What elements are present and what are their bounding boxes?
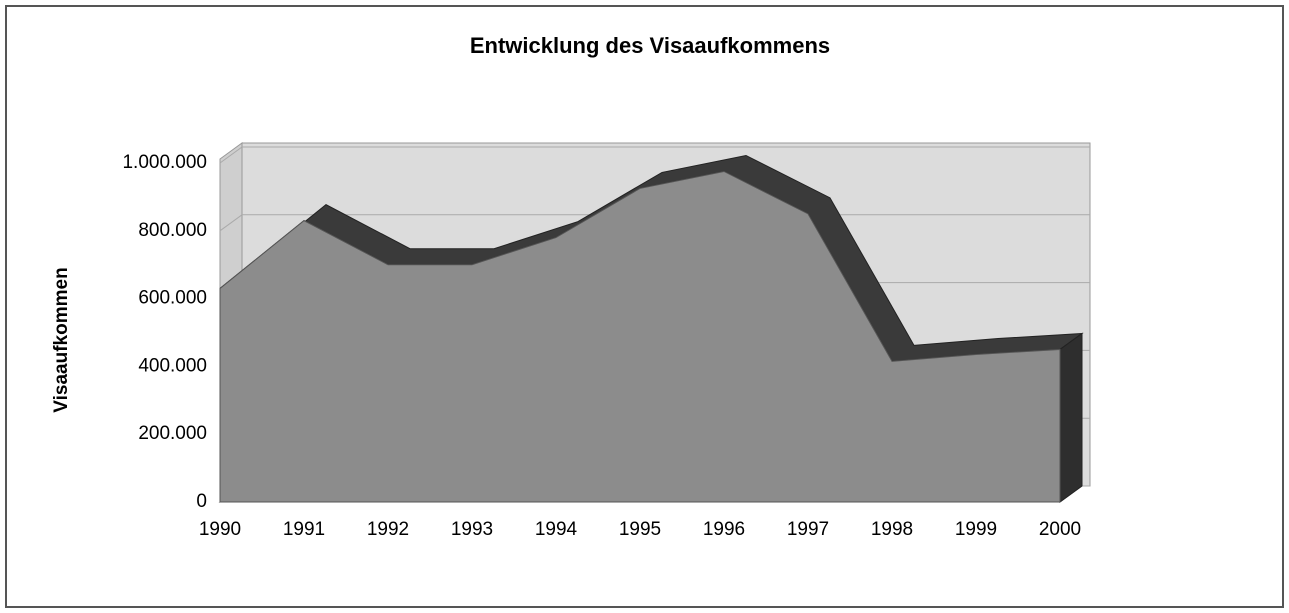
- x-tick-label: 1993: [451, 519, 493, 540]
- x-tick-label: 1995: [619, 519, 661, 540]
- y-tick-label: 200.000: [138, 423, 207, 444]
- y-tick-label: 600.000: [138, 288, 207, 309]
- grid-line: [219, 146, 243, 164]
- x-tick-label: 1999: [955, 519, 997, 540]
- area: [219, 170, 1061, 503]
- y-tick-label: 1.000.000: [122, 152, 207, 173]
- x-tick-label: 2000: [1039, 519, 1081, 540]
- x-tick-label: 1994: [535, 519, 578, 540]
- area-side: [1059, 332, 1083, 503]
- y-tick-label: 400.000: [138, 355, 207, 376]
- y-tick-label: 800.000: [138, 220, 207, 241]
- x-tick-label: 1996: [703, 519, 745, 540]
- x-tick-label: 1991: [283, 519, 325, 540]
- x-tick-label: 1997: [787, 519, 829, 540]
- x-tick-label: 1998: [871, 519, 913, 540]
- y-axis-label: Visaaufkommen: [51, 267, 72, 412]
- x-tick-label: 1990: [199, 519, 241, 540]
- x-tick-label: 1992: [367, 519, 409, 540]
- grid-line: [219, 214, 243, 232]
- chart-title: Entwicklung des Visaaufkommens: [470, 33, 830, 58]
- y-tick-label: 0: [196, 491, 207, 512]
